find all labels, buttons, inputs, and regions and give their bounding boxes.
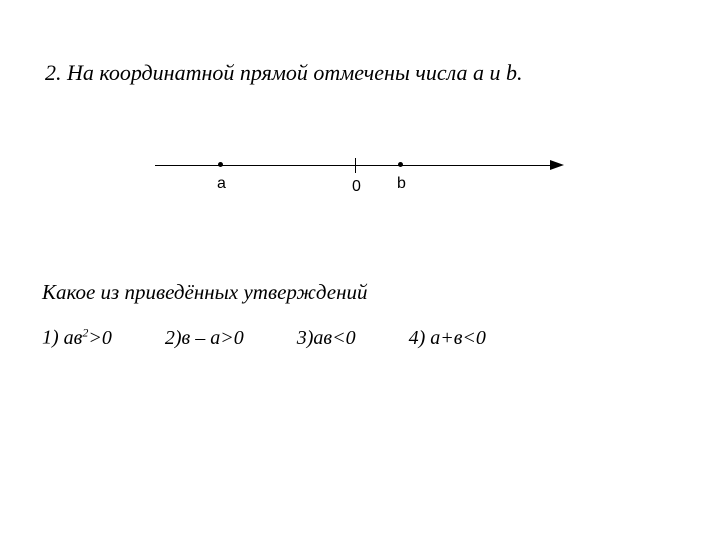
option-3: 3)ав<0 [297,327,356,350]
option-4: 4) а+в<0 [409,327,486,350]
label-a: a [217,175,226,193]
option-1-number: 1) [42,327,64,349]
option-3-number: 3) [297,327,314,349]
tick-zero [355,158,356,173]
option-2-number: 2) [165,327,182,349]
option-2: 2)в – а>0 [165,327,244,350]
point-a [218,162,223,167]
label-zero: 0 [352,178,361,196]
point-b [398,162,403,167]
option-2-expr: в – а>0 [182,327,244,349]
option-1: 1) ав2>0 [42,325,112,350]
option-4-number: 4) [409,327,431,349]
question-text: Какое из приведённых утверждений [42,280,368,305]
option-3-expr: ав<0 [313,327,355,349]
option-1-expr: ав2>0 [64,327,112,349]
axis-arrow [550,160,564,170]
label-b: b [397,175,406,193]
answer-options: 1) ав2>0 2)в – а>0 3)ав<0 4) а+в<0 [42,325,682,350]
number-line-diagram: a 0 b [155,150,575,200]
option-4-expr: а+в<0 [430,327,486,349]
problem-title: 2. На координатной прямой отмечены числа… [45,60,522,86]
